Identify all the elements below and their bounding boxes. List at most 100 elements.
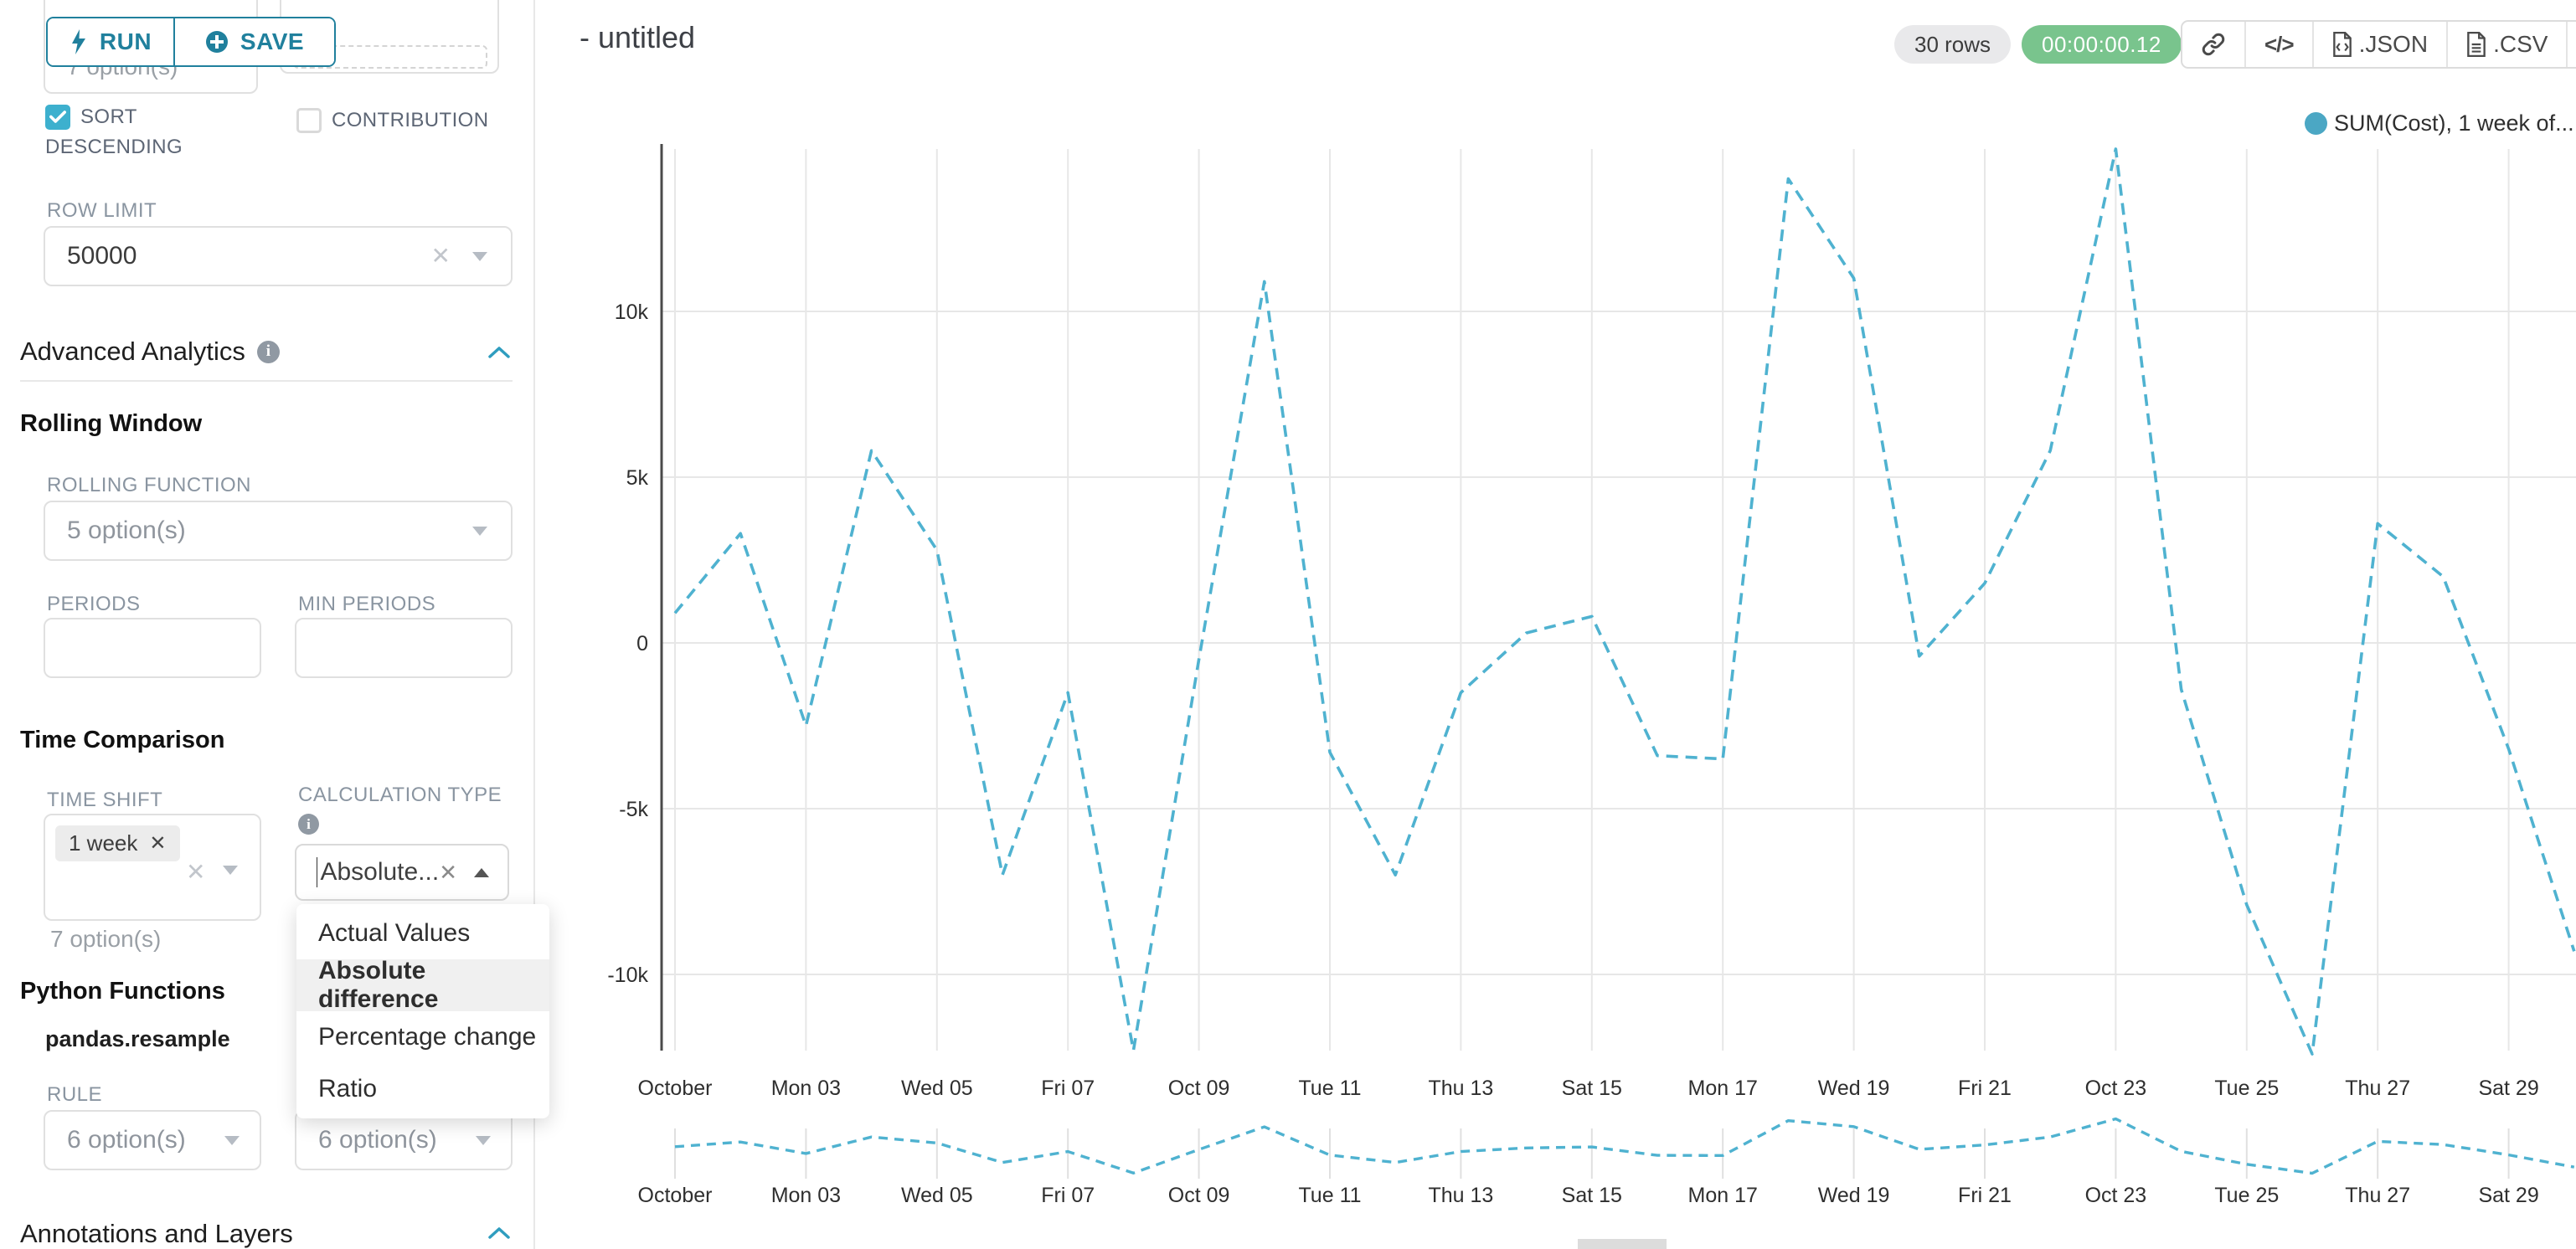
advanced-analytics-header[interactable]: Advanced Analytics i (20, 337, 280, 367)
remove-tag-icon[interactable]: ✕ (149, 832, 167, 855)
export-csv-label: .CSV (2493, 31, 2548, 57)
run-button-label: RUN (99, 28, 152, 54)
main-series-line (673, 147, 2576, 1056)
lightning-bolt-icon (71, 29, 85, 54)
svg-text:Mon 17: Mon 17 (1688, 1077, 1758, 1100)
chart-title[interactable]: - untitled (580, 20, 696, 54)
time-shift-tag-label: 1 week (69, 830, 138, 856)
svg-text:10k: 10k (615, 301, 649, 324)
svg-text:Wed 05: Wed 05 (901, 1184, 973, 1207)
query-timer-badge: 00:00:00.12 (2022, 25, 2182, 64)
run-save-button-group: RUN SAVE (46, 17, 336, 67)
rolling-function-label: ROLLING FUNCTION (47, 474, 252, 496)
caret-down-icon[interactable] (476, 1135, 491, 1145)
legend-label: SUM(Cost), 1 week of... (2334, 111, 2574, 136)
annotations-layers-header[interactable]: Annotations and Layers (20, 1219, 293, 1249)
time-shift-tag: 1 week ✕ (55, 825, 180, 861)
chevron-up-icon[interactable] (487, 345, 511, 360)
svg-text:October: October (638, 1184, 713, 1207)
fill-method-select[interactable]: 6 option(s) (295, 1110, 513, 1170)
caret-down-icon[interactable] (224, 1135, 240, 1145)
fill-method-placeholder: 6 option(s) (318, 1126, 437, 1154)
dropdown-option-actual-values[interactable]: Actual Values (318, 919, 471, 947)
chart-actions-group: </> .JSON .CSV (2181, 20, 2576, 69)
periods-label: PERIODS (47, 593, 141, 615)
json-file-icon (2332, 32, 2352, 57)
legend-dot-icon (2305, 112, 2327, 135)
row-limit-label: ROW LIMIT (47, 199, 157, 222)
svg-text:Mon 03: Mon 03 (771, 1077, 841, 1100)
periods-input[interactable] (44, 618, 261, 678)
rolling-function-select[interactable]: 5 option(s) (44, 501, 513, 561)
time-comparison-title: Time Comparison (20, 727, 225, 753)
svg-text:Fri 07: Fri 07 (1041, 1077, 1095, 1100)
clear-icon[interactable]: ✕ (439, 860, 457, 885)
pandas-resample-label: pandas.resample (45, 1026, 230, 1051)
clear-icon[interactable]: ✕ (430, 243, 451, 269)
calculation-type-select[interactable]: Absolute... ✕ (295, 844, 509, 901)
dropdown-option-absolute-difference[interactable]: Absolute difference (296, 957, 549, 1013)
min-periods-input[interactable] (295, 618, 513, 678)
calculation-type-dropdown: Actual Values Absolute difference Percen… (296, 904, 549, 1118)
panel-divider[interactable] (533, 0, 535, 1249)
section-divider (20, 380, 513, 382)
save-button[interactable]: SAVE (175, 18, 334, 65)
more-options-button[interactable] (2568, 22, 2576, 67)
export-json-button[interactable]: .JSON (2314, 22, 2449, 67)
svg-text:October: October (638, 1077, 713, 1100)
svg-text:Oct 23: Oct 23 (2085, 1184, 2147, 1207)
export-csv-button[interactable]: .CSV (2448, 22, 2568, 67)
rule-select[interactable]: 6 option(s) (44, 1110, 261, 1170)
link-icon (2202, 33, 2225, 56)
copy-link-button[interactable] (2182, 22, 2246, 67)
svg-text:Wed 05: Wed 05 (901, 1077, 973, 1100)
annotations-layers-title: Annotations and Layers (20, 1219, 293, 1248)
caret-up-icon[interactable] (474, 867, 489, 877)
run-button[interactable]: RUN (48, 18, 175, 65)
time-shift-label: TIME SHIFT (47, 789, 163, 811)
min-periods-label: MIN PERIODS (298, 593, 436, 615)
rolling-function-placeholder: 5 option(s) (67, 517, 186, 544)
info-icon[interactable]: i (256, 340, 280, 363)
svg-text:Tue 25: Tue 25 (2214, 1077, 2279, 1100)
row-count-badge: 30 rows (1894, 25, 2012, 64)
calculation-type-label: CALCULATION TYPE (298, 784, 502, 806)
checkbox-checked-icon[interactable] (45, 105, 70, 130)
chart-legend[interactable]: SUM(Cost), 1 week of... (2305, 111, 2574, 136)
svg-text:Wed 19: Wed 19 (1818, 1184, 1890, 1207)
clear-icon[interactable]: ✕ (186, 859, 206, 885)
advanced-analytics-title: Advanced Analytics (20, 337, 245, 366)
row-limit-select[interactable]: 50000 ✕ (44, 226, 513, 286)
export-json-label: .JSON (2358, 31, 2429, 57)
svg-text:Sat 29: Sat 29 (2478, 1077, 2538, 1100)
svg-text:Tue 25: Tue 25 (2214, 1184, 2279, 1207)
caret-down-icon[interactable] (472, 526, 487, 536)
sort-descending-checkbox[interactable]: SORT DESCENDING (45, 102, 183, 162)
rule-placeholder: 6 option(s) (67, 1126, 186, 1154)
svg-text:-10k: -10k (607, 964, 648, 987)
svg-text:Oct 09: Oct 09 (1168, 1077, 1230, 1100)
svg-text:Fri 21: Fri 21 (1958, 1184, 2012, 1207)
rolling-window-title: Rolling Window (20, 410, 203, 437)
dropdown-option-percentage-change[interactable]: Percentage change (318, 1023, 537, 1051)
caret-down-icon[interactable] (223, 866, 238, 875)
row-limit-value: 50000 (67, 242, 137, 270)
sort-descending-label: SORT DESCENDING (45, 105, 183, 158)
horizontal-scrollbar-thumb[interactable] (1578, 1239, 1667, 1249)
timeseries-line-chart[interactable]: 10k 5k 0 -5k -10k October October Mon 03 Mon 03 W… (549, 75, 2576, 1249)
caret-down-icon[interactable] (472, 251, 487, 261)
svg-text:Thu 13: Thu 13 (1428, 1184, 1493, 1207)
checkbox-unchecked-icon[interactable] (296, 108, 322, 133)
svg-text:Tue 11: Tue 11 (1298, 1184, 1361, 1207)
plus-circle-icon (205, 31, 228, 53)
info-icon[interactable]: i (298, 814, 319, 835)
svg-text:5k: 5k (626, 466, 649, 490)
embed-code-button[interactable]: </> (2246, 22, 2314, 67)
chevron-up-icon[interactable] (487, 1226, 511, 1241)
svg-text:Tue 11: Tue 11 (1298, 1077, 1361, 1100)
dropdown-option-ratio[interactable]: Ratio (318, 1075, 378, 1103)
csv-file-icon (2467, 32, 2486, 57)
svg-text:Thu 27: Thu 27 (2345, 1184, 2410, 1207)
contribution-checkbox[interactable]: CONTRIBUTION (296, 105, 531, 136)
